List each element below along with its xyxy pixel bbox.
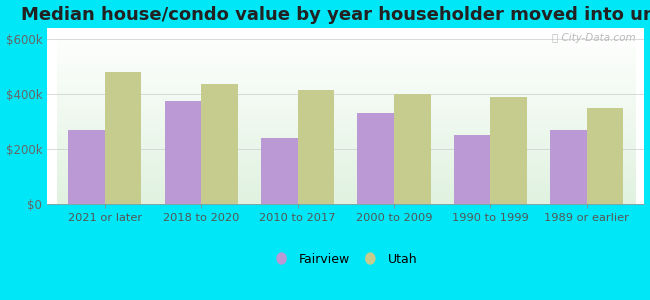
Bar — [550, 130, 587, 204]
Bar — [454, 135, 490, 204]
Text: ⓘ City-Data.com: ⓘ City-Data.com — [552, 33, 636, 43]
Bar — [68, 130, 105, 204]
Bar — [394, 94, 430, 204]
Bar — [261, 138, 298, 204]
Bar — [202, 84, 238, 204]
Title: Median house/condo value by year householder moved into unit: Median house/condo value by year househo… — [21, 6, 650, 24]
Bar — [105, 72, 142, 204]
Legend: Fairview, Utah: Fairview, Utah — [269, 248, 422, 271]
Bar — [490, 97, 527, 204]
Bar — [298, 90, 334, 204]
Bar — [164, 101, 202, 204]
Bar — [358, 113, 394, 204]
Bar — [587, 107, 623, 204]
